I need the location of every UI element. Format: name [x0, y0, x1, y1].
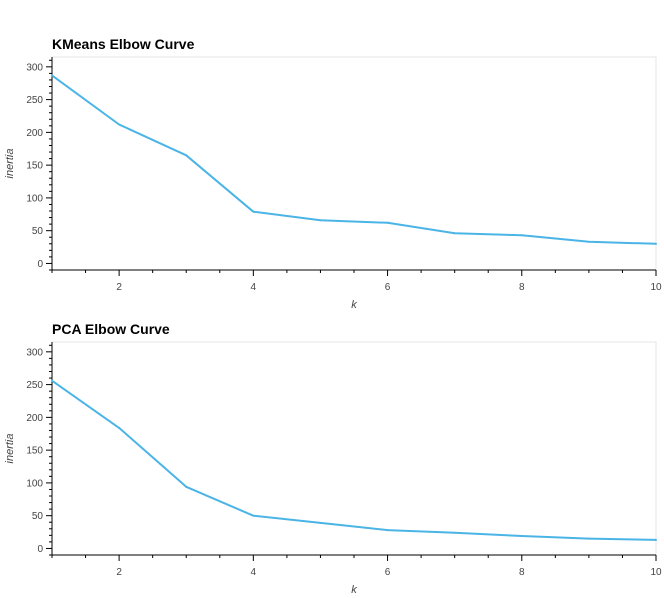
x-tick-label: 4 [251, 567, 257, 578]
x-tick-label: 10 [650, 567, 662, 578]
x-tick-label: 8 [519, 567, 525, 578]
chart-title: KMeans Elbow Curve [52, 36, 195, 52]
chart-1: KMeans Elbow Curve 0 50 100 150 200 250 300 2 4 6 8… [4, 36, 662, 311]
y-tick-label: 150 [26, 446, 43, 457]
x-tick-label: 10 [650, 282, 662, 293]
data-point [51, 379, 53, 382]
data-point [319, 219, 322, 222]
y-tick-label: 300 [26, 347, 43, 358]
data-point [453, 232, 456, 235]
y-tick-label: 250 [26, 95, 43, 106]
x-tick-label: 8 [519, 282, 525, 293]
y-tick-label: 250 [26, 380, 43, 391]
data-point [118, 426, 121, 429]
y-tick-label: 200 [26, 413, 43, 424]
data-point [51, 74, 53, 77]
data-point [453, 531, 456, 534]
y-tick-label: 50 [32, 511, 44, 522]
data-point [655, 242, 657, 245]
data-point [118, 123, 121, 126]
data-point [587, 537, 590, 540]
y-tick-label: 100 [26, 193, 43, 204]
data-point [655, 538, 657, 541]
y-tick-label: 50 [32, 226, 44, 237]
x-tick-label: 4 [251, 282, 257, 293]
x-tick-label: 2 [116, 282, 122, 293]
chart-2: PCA Elbow Curve 0 50 100 150 200 250 300 2 4 6 8 10 k… [4, 321, 662, 596]
data-point [520, 534, 523, 537]
data-point [185, 154, 188, 157]
series-line-1 [51, 379, 657, 541]
y-axis-title: inertia [4, 434, 16, 464]
data-point [386, 221, 389, 224]
data-point [587, 240, 590, 243]
x-tick-label: 2 [116, 567, 122, 578]
y-tick-label: 0 [37, 259, 43, 270]
series-line-1 [51, 74, 657, 245]
y-tick-label: 300 [26, 62, 43, 73]
y-tick-label: 0 [37, 544, 43, 555]
data-point [252, 210, 255, 213]
x-axis-title: k [351, 584, 357, 596]
x-tick-label: 6 [385, 282, 391, 293]
x-tick-label: 6 [385, 567, 391, 578]
x-axis-title: k [351, 299, 357, 311]
data-point [185, 485, 188, 488]
plot-area [51, 56, 657, 271]
y-tick-label: 100 [26, 478, 43, 489]
y-tick-label: 200 [26, 128, 43, 139]
chart-title: PCA Elbow Curve [52, 321, 170, 337]
y-tick-label: 150 [26, 161, 43, 172]
data-point [252, 514, 255, 517]
data-point [386, 529, 389, 532]
data-point [520, 234, 523, 237]
y-axis-title: inertia [4, 149, 16, 179]
data-point [319, 521, 322, 524]
